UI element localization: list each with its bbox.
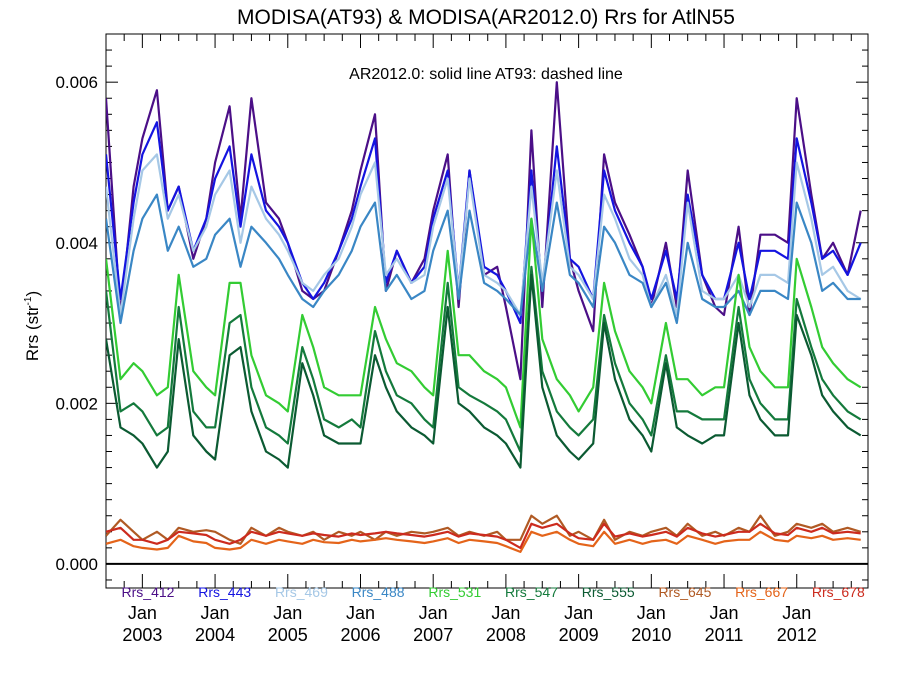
y-axis-label: Rrs (str-1) bbox=[23, 291, 42, 361]
series-line-rrs-469 bbox=[106, 153, 862, 317]
y-tick-labels: 0.000 0.002 0.004 0.006 bbox=[55, 73, 98, 574]
x-tick-label-year: 2011 bbox=[705, 625, 744, 645]
legend-item-rrs-645: Rrs_645 bbox=[658, 584, 711, 600]
plot-border bbox=[105, 33, 869, 589]
x-tick-label-month: Jan bbox=[346, 603, 375, 623]
y-axis-label-end: ) bbox=[23, 291, 42, 297]
series-line-rrs-488 bbox=[106, 193, 861, 325]
legend-item-rrs-443: Rrs_443 bbox=[198, 584, 251, 600]
series-line-rrs-547 bbox=[106, 265, 862, 453]
series-line-rrs-555 bbox=[106, 273, 862, 469]
series-line-rrs-678 bbox=[106, 522, 861, 550]
x-tick-label-month: Jan bbox=[637, 603, 666, 623]
x-tick-label-month: Jan bbox=[564, 603, 593, 623]
x-tick-label-year: 2007 bbox=[413, 625, 453, 645]
y-tick-label: 0.004 bbox=[55, 234, 98, 253]
x-tick-label-month: Jan bbox=[491, 603, 520, 623]
legend-item-rrs-488: Rrs_488 bbox=[352, 584, 405, 600]
x-tick-label-month: Jan bbox=[710, 603, 739, 623]
series-layer bbox=[106, 81, 862, 554]
y-axis-label-main: Rrs (str bbox=[23, 305, 42, 361]
legend-item-rrs-412: Rrs_412 bbox=[122, 584, 175, 600]
x-tick-label-month: Jan bbox=[128, 603, 157, 623]
chart-title: MODISA(AT93) & MODISA(AR2012.0) Rrs for … bbox=[237, 6, 735, 29]
legend-item-rrs-547: Rrs_547 bbox=[505, 584, 558, 600]
x-tick-label-month: Jan bbox=[782, 603, 811, 623]
legend-item-rrs-531: Rrs_531 bbox=[428, 584, 481, 600]
x-tick-label-year: 2003 bbox=[122, 625, 162, 645]
line-style-annotation: AR2012.0: solid line AT93: dashed line bbox=[349, 66, 623, 83]
series-line-rrs-443 bbox=[106, 121, 862, 325]
plot-frame bbox=[105, 33, 869, 589]
legend-item-rrs-667: Rrs_667 bbox=[735, 584, 788, 600]
y-tick-label: 0.006 bbox=[55, 73, 98, 92]
x-tick-label-month: Jan bbox=[273, 603, 302, 623]
x-tick-label-year: 2012 bbox=[777, 625, 817, 645]
legend-item-rrs-469: Rrs_469 bbox=[275, 584, 328, 600]
x-tick-label-year: 2009 bbox=[559, 625, 599, 645]
y-axis-label-sup: -1 bbox=[23, 296, 34, 305]
x-tick-label-month: Jan bbox=[419, 603, 448, 623]
y-tick-label: 0.002 bbox=[55, 394, 98, 413]
x-tick-labels: Jan2003Jan2004Jan2005Jan2006Jan2007Jan20… bbox=[122, 603, 816, 645]
y-tick-label: 0.000 bbox=[55, 555, 98, 574]
series-line-rrs-667 bbox=[106, 530, 861, 554]
x-tick-label-month: Jan bbox=[201, 603, 230, 623]
x-tick-label-year: 2008 bbox=[486, 625, 526, 645]
legend: Rrs_412 Rrs_443 Rrs_469 Rrs_488 Rrs_531 Rrs_5… bbox=[122, 584, 865, 600]
legend-item-rrs-678: Rrs_678 bbox=[812, 584, 865, 600]
x-tick-label-year: 2004 bbox=[195, 625, 235, 645]
legend-item-rrs-555: Rrs_555 bbox=[582, 584, 635, 600]
x-tick-label-year: 2010 bbox=[631, 625, 671, 645]
x-tick-label-year: 2005 bbox=[268, 625, 308, 645]
x-tick-label-year: 2006 bbox=[340, 625, 380, 645]
series-line-rrs-531 bbox=[106, 217, 862, 429]
